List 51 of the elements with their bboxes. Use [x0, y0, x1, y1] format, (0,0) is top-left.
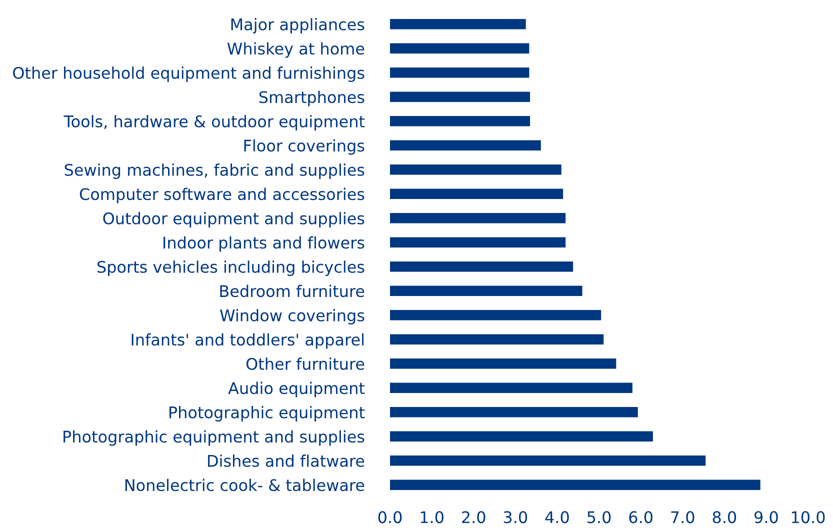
bar — [390, 140, 541, 150]
bar — [390, 382, 632, 393]
x-tick-label: 4.0 — [545, 511, 569, 524]
y-tick-label: Tools, hardware & outdoor equipment — [64, 115, 365, 131]
y-tick-label: Whiskey at home — [227, 42, 364, 58]
y-tick-label: Sewing machines, fabric and supplies — [64, 164, 364, 180]
x-tick-label: 1.0 — [420, 511, 444, 524]
bar — [390, 43, 530, 54]
x-tick-label: 5.0 — [588, 511, 611, 524]
x-tick-label: 8.0 — [712, 511, 736, 524]
y-tick-label: Audio equipment — [228, 382, 365, 398]
y-tick-label: Other furniture — [246, 358, 364, 370]
x-tick-label: 9.0 — [754, 511, 778, 524]
y-tick-label: Sports vehicles including bicycles — [97, 260, 364, 276]
bar — [390, 286, 582, 296]
bar — [390, 164, 562, 175]
y-tick-label: Computer software and accessories — [80, 188, 364, 204]
y-tick-label: Other household equipment and furnishings — [13, 66, 364, 82]
bar — [390, 68, 530, 78]
y-tick-label: Photographic equipment — [170, 406, 365, 422]
bar — [390, 358, 616, 369]
bar — [390, 213, 566, 224]
y-tick-label: Nonelectric cook- & tableware — [125, 478, 364, 492]
y-tick-label: Infants' and toddlers' apparel — [132, 333, 364, 349]
x-tick-label: 6.0 — [629, 511, 652, 524]
bar — [390, 334, 604, 344]
bar — [390, 19, 526, 30]
y-tick-label: Photographic equipment and supplies — [64, 430, 364, 446]
bar — [390, 456, 706, 466]
bar — [390, 407, 638, 418]
x-tick-label: 3.0 — [504, 511, 528, 524]
y-tick-label: Major appliances — [231, 18, 364, 34]
y-tick-label: Outdoor equipment and supplies — [103, 212, 364, 228]
bar — [390, 237, 566, 248]
bar — [390, 188, 564, 199]
y-tick-label: Bedroom furniture — [220, 284, 364, 298]
y-tick-label: Window coverings — [220, 309, 364, 325]
x-tick-label: 10.0 — [792, 511, 825, 524]
bar — [390, 310, 602, 320]
y-tick-label: Dishes and flatware — [208, 454, 364, 467]
x-tick-label: 7.0 — [671, 511, 694, 524]
x-tick-label: 2.0 — [462, 511, 486, 524]
bar — [390, 116, 530, 126]
bar — [390, 262, 574, 272]
y-tick-label: Smartphones — [259, 90, 364, 106]
y-tick-label: Indoor plants and flowers — [164, 236, 364, 252]
bar — [390, 431, 653, 442]
bar — [390, 92, 530, 102]
x-tick-label: 0.0 — [378, 511, 402, 524]
bar — [390, 480, 760, 490]
y-tick-label: Floor coverings — [244, 139, 364, 155]
